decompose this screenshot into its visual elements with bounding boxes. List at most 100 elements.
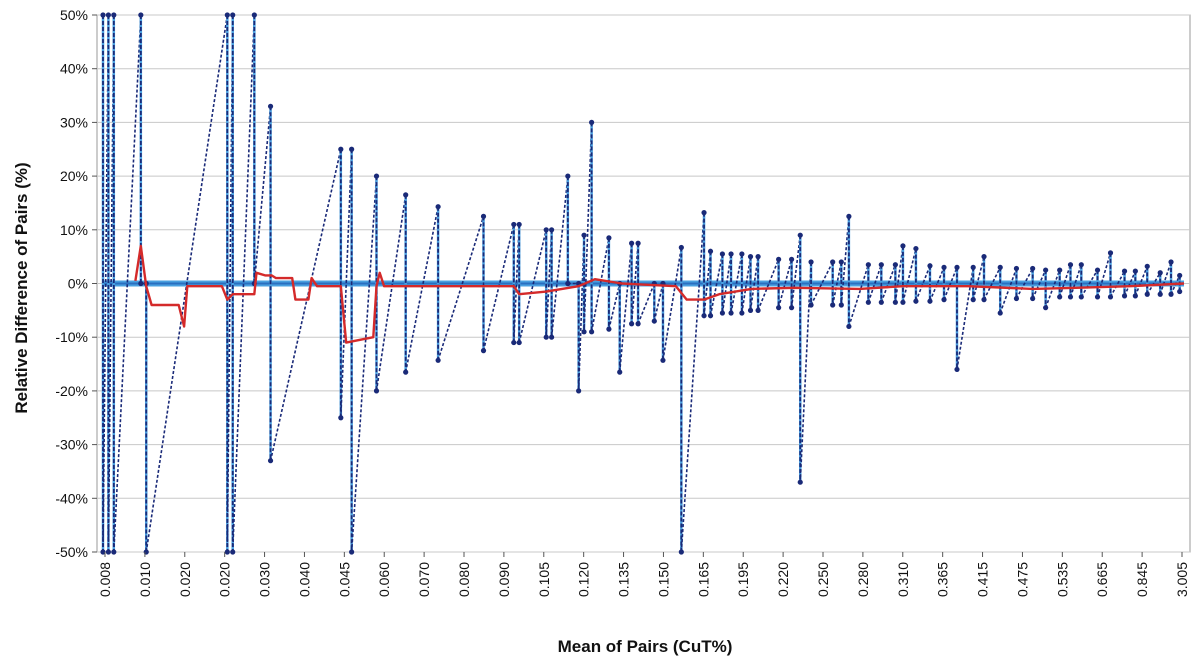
pair-connector <box>741 256 752 314</box>
pair-connector <box>1058 264 1072 298</box>
pair-marker-top <box>105 12 112 18</box>
pair-connector <box>577 235 585 391</box>
x-tick-label: 0.030 <box>257 562 273 597</box>
pair-connector <box>790 235 802 308</box>
pair-connector <box>590 237 610 332</box>
y-tick-label: 10% <box>60 222 88 238</box>
x-tick-label: 0.165 <box>695 562 711 597</box>
pair-marker-top <box>1067 262 1074 268</box>
pair-marker-top <box>251 12 257 18</box>
pair-connector <box>943 267 958 300</box>
pair-connector <box>972 256 985 300</box>
pair-marker-top <box>728 251 734 257</box>
y-tick-label: -50% <box>55 544 88 560</box>
pair-marker-top <box>970 264 976 270</box>
pair-marker-top <box>678 244 684 251</box>
y-tick-label: -40% <box>55 490 88 506</box>
x-tick-label: 0.195 <box>735 562 751 597</box>
pair-marker-top <box>865 262 871 268</box>
pair-marker-top <box>797 232 803 238</box>
pair-marker-top <box>1043 267 1049 273</box>
x-tick-label: 0.008 <box>97 562 113 597</box>
pair-connector <box>749 256 759 311</box>
pair-connector <box>1146 272 1161 295</box>
y-tick-label: 0% <box>68 276 88 292</box>
pair-connector <box>608 283 621 330</box>
pair-connector <box>518 229 547 343</box>
pair-connector <box>894 245 904 303</box>
x-tick-label: 0.365 <box>935 562 951 597</box>
pair-marker-top <box>511 221 517 228</box>
x-tick-label: 0.280 <box>855 562 871 597</box>
pair-connector <box>831 261 843 306</box>
pair-connector <box>269 149 342 461</box>
pair-marker-top <box>1107 250 1114 256</box>
pair-marker-top <box>707 248 714 254</box>
pair-connector <box>375 194 407 392</box>
pair-connector <box>437 216 485 361</box>
pair-connector <box>350 176 378 553</box>
y-tick-label: 20% <box>60 168 88 184</box>
x-tick-label: 0.150 <box>655 562 671 597</box>
pair-connector <box>867 264 883 303</box>
axes: 50% 40% 30% 20% 10% 0% -10% -20% -30% -40% -50% 0.0… <box>55 7 1190 597</box>
x-tick-label: 0.105 <box>536 562 552 597</box>
pair-connector <box>1096 252 1112 298</box>
pair-marker-top <box>549 227 555 233</box>
pair-connector <box>983 267 1001 300</box>
pair-marker-top <box>846 213 852 219</box>
y-tick-label: -10% <box>55 329 88 345</box>
pair-marker-top <box>941 264 947 270</box>
y-tick-label: 30% <box>60 114 88 130</box>
y-tick-label: 40% <box>60 61 88 77</box>
pair-connector <box>703 251 712 316</box>
pair-marker-top <box>739 251 745 257</box>
pair-marker-bottom <box>138 280 144 287</box>
pair-marker-top <box>516 221 522 228</box>
pair-marker-top <box>606 235 612 241</box>
pair-marker-top <box>100 12 106 18</box>
pair-marker-top <box>808 259 814 265</box>
x-tick-label: 3.005 <box>1174 562 1190 597</box>
pair-connector <box>777 259 793 308</box>
pair-marker-top <box>1177 272 1183 279</box>
x-tick-label: 0.060 <box>376 562 392 597</box>
x-tick-label: 0.135 <box>616 562 632 597</box>
y-axis-label: Relative Difference of Pairs (%) <box>12 162 31 413</box>
pair-marker-top <box>701 210 707 216</box>
pair-connector <box>1134 266 1148 297</box>
pair-marker-top <box>349 146 355 152</box>
pair-connector <box>662 247 683 361</box>
pair-connector <box>145 14 229 553</box>
pair-marker-top <box>338 146 344 152</box>
pair-connector <box>848 264 870 327</box>
pair-connector <box>231 14 256 553</box>
x-tick-label: 0.020 <box>217 562 233 597</box>
pair-connector <box>709 253 724 316</box>
pair-connector <box>404 206 439 373</box>
pair-marker-top <box>878 262 884 268</box>
x-tick-label: 0.475 <box>1014 562 1030 597</box>
pair-marker-top <box>1144 263 1150 269</box>
x-tick-label: 0.310 <box>895 562 911 597</box>
pair-marker-top <box>565 173 571 179</box>
pair-marker-top <box>589 119 595 125</box>
x-tick-label: 0.080 <box>456 562 472 597</box>
pair-marker-top <box>267 103 274 109</box>
trend-line <box>134 244 1185 344</box>
x-tick-label: 0.120 <box>576 562 592 597</box>
pair-marker-top <box>230 12 236 18</box>
pair-marker-top <box>838 259 844 265</box>
y-tick-label: -20% <box>55 383 88 399</box>
pair-marker-top <box>1121 268 1128 274</box>
pair-connector <box>1080 269 1099 298</box>
pair-connector <box>1031 269 1047 299</box>
pair-marker-top <box>224 12 230 18</box>
pair-marker-top <box>435 204 441 210</box>
pair-connector <box>637 283 656 325</box>
x-tick-label: 0.070 <box>416 562 432 597</box>
pair-marker-top <box>543 227 549 233</box>
pair-connector <box>1015 268 1034 299</box>
pair-marker-top <box>480 213 487 219</box>
